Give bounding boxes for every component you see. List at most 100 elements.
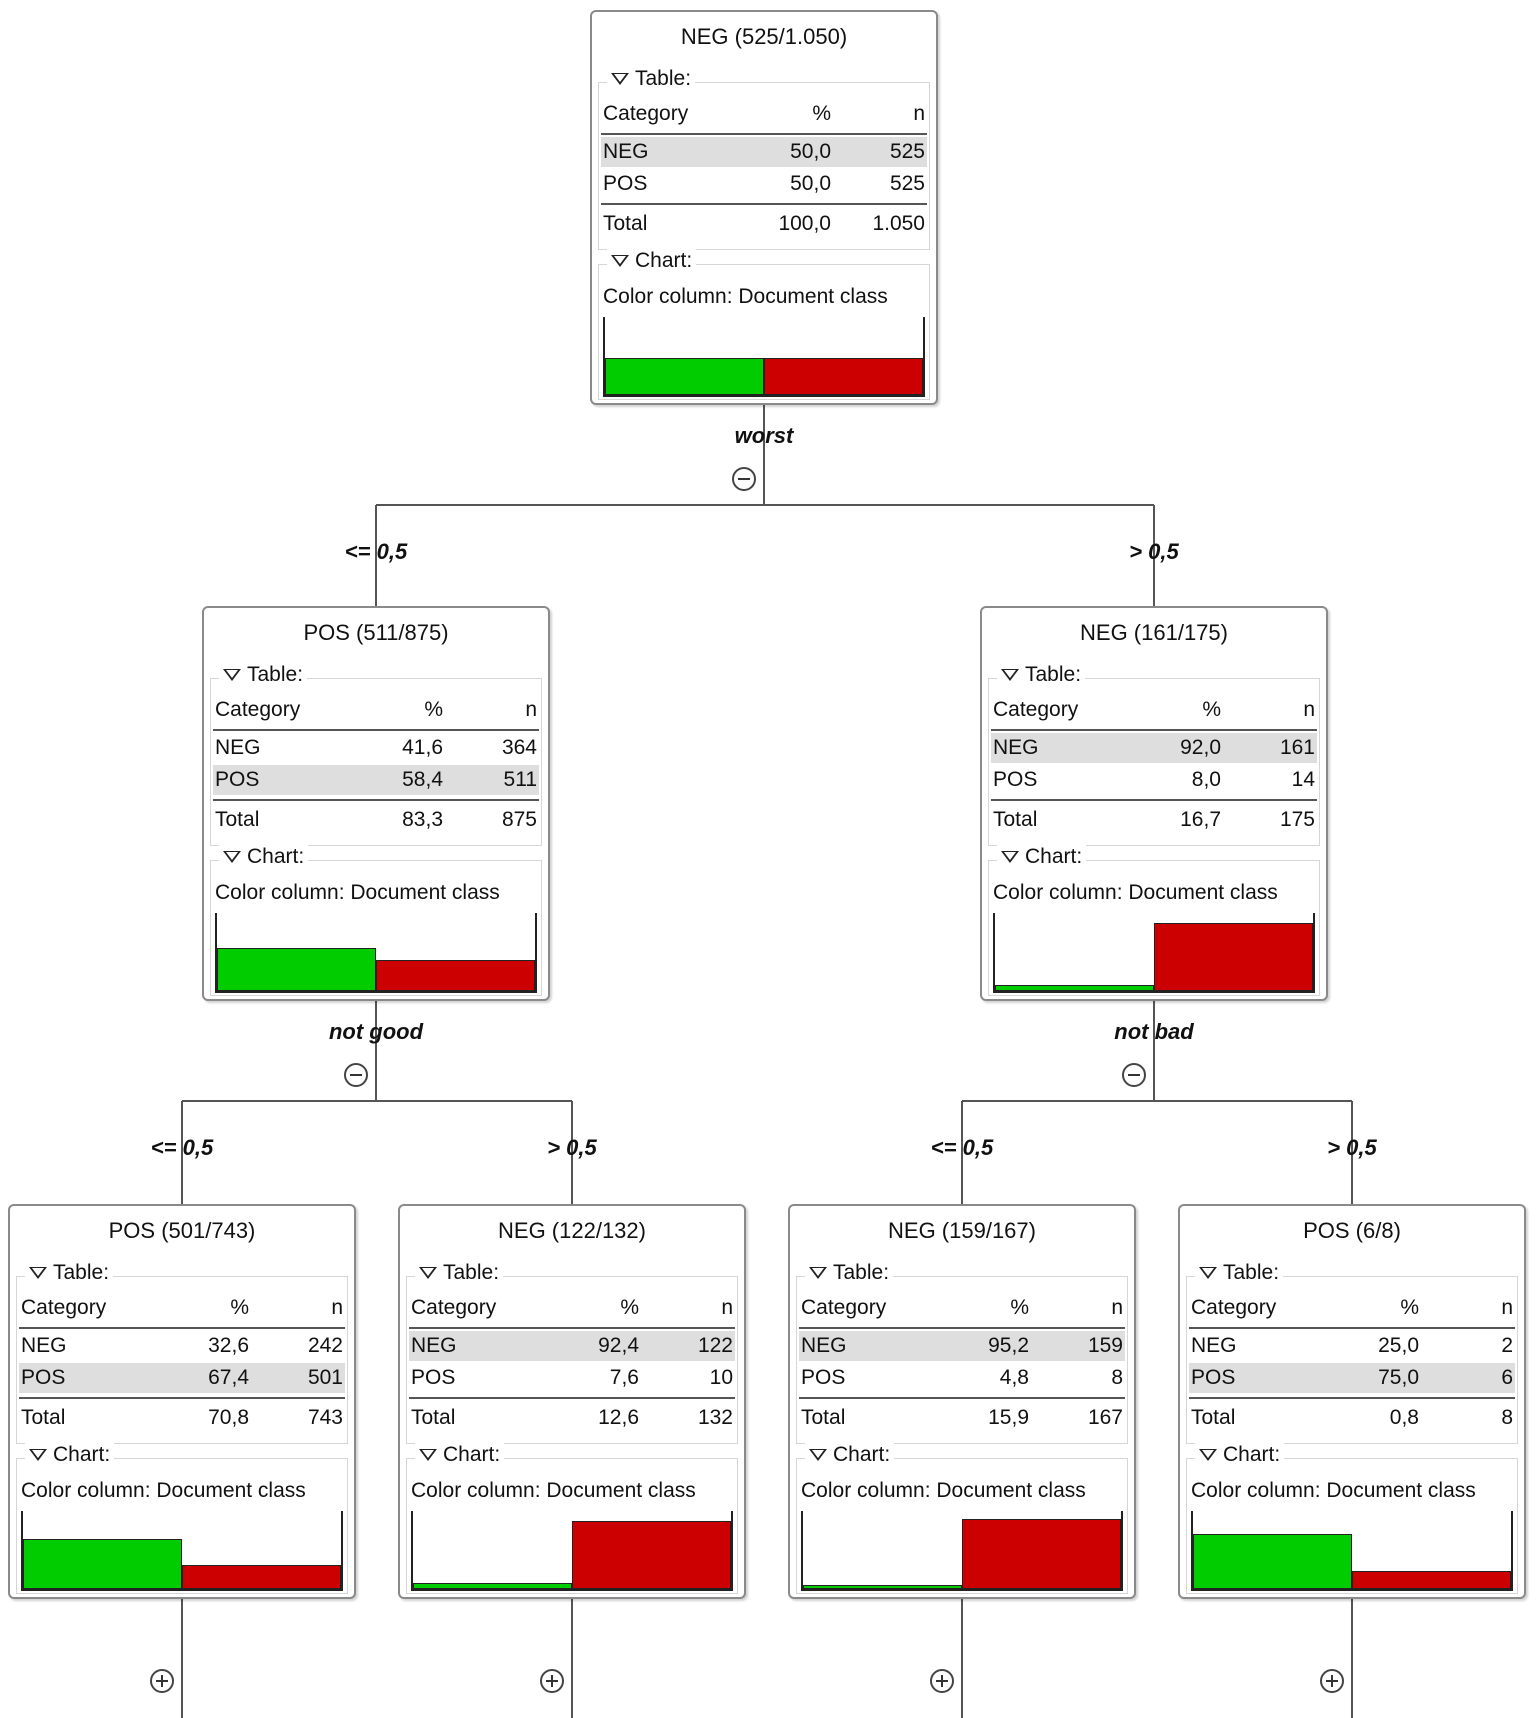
count-cell: 159 [1087,1334,1123,1357]
chart-toggle[interactable]: Chart: [997,845,1087,869]
chart-toggle[interactable]: Chart: [1195,1443,1285,1467]
table-row: NEG 50,0 525 [601,137,927,167]
total-count: 132 [697,1406,733,1429]
chart-toggle[interactable]: Chart: [805,1443,895,1467]
tree-node[interactable]: NEG (525/1.050) Table: Category% n NEG 50,0 52… [590,10,938,405]
collapse-node-icon[interactable] [344,1063,368,1087]
category-cell: POS [21,1366,66,1389]
column-header-n: n [1501,1296,1513,1319]
expand-node-icon[interactable] [930,1669,954,1693]
table-divider [1189,1397,1515,1399]
table-toggle[interactable]: Table: [805,1261,894,1285]
table-toggle[interactable]: Table: [415,1261,504,1285]
collapse-triangle-icon[interactable] [611,255,629,267]
count-cell: 8 [1111,1366,1123,1389]
table-divider [991,729,1317,731]
node-title: NEG (159/167) [888,1218,1036,1243]
table-toggle[interactable]: Table: [997,663,1086,687]
percent-cell: 95,2 [988,1334,1029,1357]
table-toggle[interactable]: Table: [607,67,696,91]
table-row: POS 58,4 511 [213,765,539,795]
table-header-row: Category% n [409,1293,735,1323]
collapse-triangle-icon[interactable] [809,1449,827,1461]
table-header-row: Category% n [799,1293,1125,1323]
column-header-category: Category [1191,1296,1277,1319]
collapse-triangle-icon[interactable] [611,73,629,85]
table-toggle[interactable]: Table: [1195,1261,1284,1285]
count-cell: 525 [889,140,925,163]
split-attribute-label: not good [328,1019,424,1044]
collapse-triangle-icon[interactable] [809,1267,827,1279]
collapse-triangle-icon[interactable] [29,1267,47,1279]
chart-toggle[interactable]: Chart: [607,249,697,273]
table-section: Table: Category% n NEG 41,6 364 POS 58,4 511 Tota… [210,663,542,846]
collapse-triangle-icon[interactable] [1199,1267,1217,1279]
table-divider [19,1327,345,1329]
table-section-label: Table: [1025,663,1082,686]
expand-node-icon[interactable] [150,1669,174,1693]
column-header-n: n [1111,1296,1123,1319]
expand-node-icon[interactable] [540,1669,564,1693]
table-row: NEG 95,2 159 [799,1331,1125,1361]
chart-section: Chart: Color column: Document class [796,1443,1128,1594]
category-cell: NEG [215,736,261,759]
count-cell: 122 [697,1334,733,1357]
collapse-triangle-icon[interactable] [223,851,241,863]
node-title: POS (6/8) [1303,1218,1401,1243]
table-section-label: Table: [443,1261,500,1284]
total-row: Total 12,6 132 [409,1403,735,1433]
expand-node-icon[interactable] [1320,1669,1344,1693]
column-header-percent: % [230,1296,249,1319]
chart-toggle[interactable]: Chart: [25,1443,115,1467]
category-cell: POS [215,768,260,791]
collapse-triangle-icon[interactable] [419,1449,437,1461]
collapse-triangle-icon[interactable] [1001,669,1019,681]
percent-cell: 50,0 [790,172,831,195]
chart-section: Chart: Color column: Document class [406,1443,738,1594]
total-label: Total [21,1406,66,1429]
class-distribution-chart [215,913,537,993]
chart-section-label: Chart: [247,845,305,868]
count-cell: 161 [1279,736,1315,759]
neg-class-bar [182,1564,341,1589]
pos-class-bar [23,1539,182,1589]
tree-node[interactable]: NEG (161/175) Table: Category% n NEG 92,0 161 P… [980,606,1328,1001]
category-cell: NEG [411,1334,457,1357]
tree-node[interactable]: NEG (122/132) Table: Category% n NEG 92,4 122 P… [398,1204,746,1599]
collapse-triangle-icon[interactable] [419,1267,437,1279]
split-attribute-label: not bad [1114,1019,1194,1044]
column-header-n: n [913,102,925,125]
total-count: 175 [1279,808,1315,831]
column-header-category: Category [215,698,301,721]
edge-condition-label: > 0,5 [1327,1135,1377,1160]
collapse-triangle-icon[interactable] [1001,851,1019,863]
tree-node[interactable]: POS (511/875) Table: Category% n NEG 41,6 364 P… [202,606,550,1001]
collapse-triangle-icon[interactable] [29,1449,47,1461]
class-distribution-chart [993,913,1315,993]
table-row: NEG 92,0 161 [991,733,1317,763]
table-header-row: Category% n [601,99,927,129]
category-cell: NEG [993,736,1039,759]
total-count: 8 [1501,1406,1513,1429]
tree-node[interactable]: NEG (159/167) Table: Category% n NEG 95,2 159 P… [788,1204,1136,1599]
category-cell: POS [411,1366,456,1389]
collapse-triangle-icon[interactable] [223,669,241,681]
collapse-triangle-icon[interactable] [1199,1449,1217,1461]
chart-section: Chart: Color column: Document class [988,845,1320,996]
chart-toggle[interactable]: Chart: [219,845,309,869]
tree-node[interactable]: POS (501/743) Table: Category% n NEG 32,6 242 P… [8,1204,356,1599]
chart-toggle[interactable]: Chart: [415,1443,505,1467]
table-divider [799,1397,1125,1399]
color-column-label: Color column: Document class [215,881,500,904]
collapse-node-icon[interactable] [732,467,756,491]
collapse-node-icon[interactable] [1122,1063,1146,1087]
total-row: Total 83,3 875 [213,805,539,835]
tree-node[interactable]: POS (6/8) Table: Category% n NEG 25,0 2 POS 75,0… [1178,1204,1526,1599]
percent-cell: 75,0 [1378,1366,1419,1389]
table-toggle[interactable]: Table: [25,1261,114,1285]
table-toggle[interactable]: Table: [219,663,308,687]
total-label: Total [411,1406,456,1429]
category-cell: POS [603,172,648,195]
table-row: NEG 92,4 122 [409,1331,735,1361]
